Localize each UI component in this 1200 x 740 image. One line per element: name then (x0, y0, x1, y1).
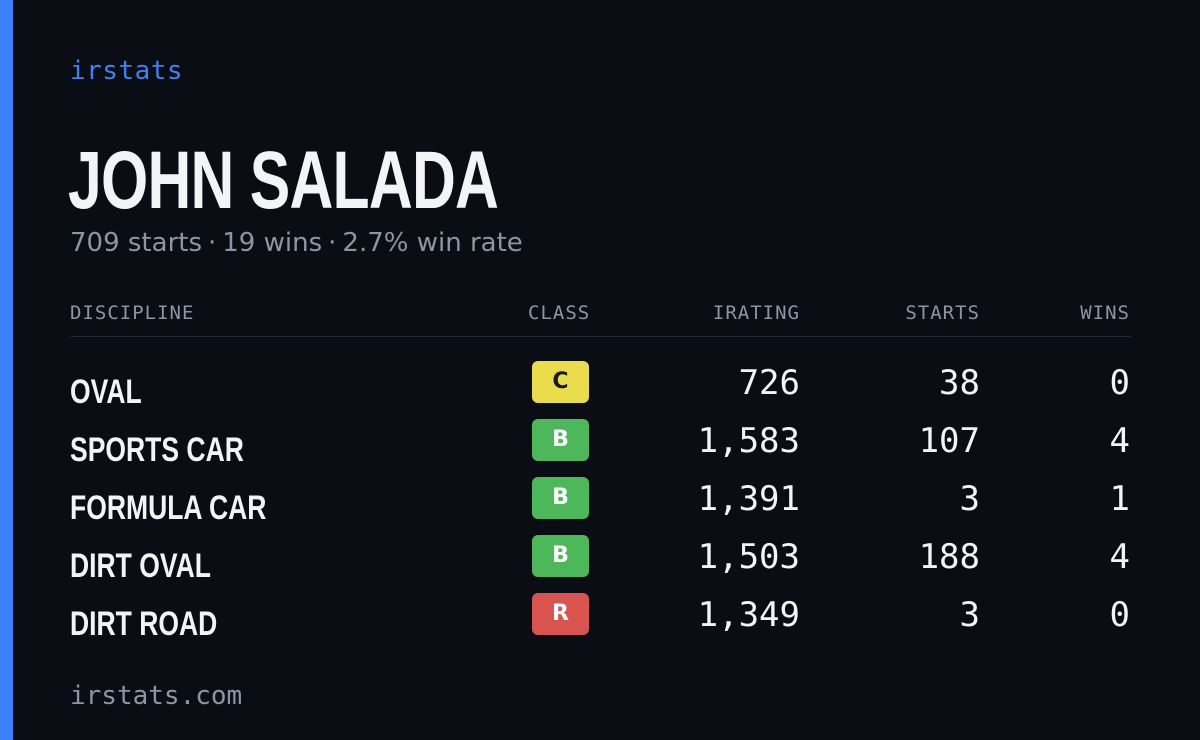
starts-summary: 709 starts (70, 228, 202, 258)
table-row: DIRT OVAL B 1,503 188 4 (70, 527, 1131, 585)
discipline-name: FORMULA CAR (70, 489, 267, 527)
win-rate-summary: 2.7% win rate (342, 228, 523, 258)
discipline-name: DIRT ROAD (70, 605, 218, 643)
player-name: JOHN SALADA (68, 135, 499, 226)
class-badge: R (532, 593, 589, 635)
table-row: SPORTS CAR B 1,583 107 4 (70, 411, 1131, 469)
discipline-name: OVAL (70, 373, 142, 411)
wins-value: 0 (1109, 363, 1130, 403)
irating-value: 1,349 (697, 595, 800, 635)
class-badge: B (532, 535, 589, 577)
irating-value: 1,503 (697, 537, 800, 577)
header-starts: STARTS (905, 302, 980, 324)
irating-value: 1,391 (697, 479, 800, 519)
table-body: OVAL C 726 38 0 SPORTS CAR B 1,583 107 4… (70, 353, 1131, 643)
starts-value: 3 (959, 595, 980, 635)
wins-summary: 19 wins (222, 228, 323, 258)
starts-value: 3 (959, 479, 980, 519)
starts-value: 188 (918, 537, 980, 577)
wins-value: 4 (1109, 421, 1130, 461)
table-header: DISCIPLINE CLASS IRATING STARTS WINS (70, 300, 1131, 337)
player-summary: 709 starts · 19 wins · 2.7% win rate (70, 228, 523, 258)
class-badge: B (532, 419, 589, 461)
table-row: FORMULA CAR B 1,391 3 1 (70, 469, 1131, 527)
header-class: CLASS (528, 302, 591, 324)
table-row: DIRT ROAD R 1,349 3 0 (70, 585, 1131, 643)
class-badge: B (532, 477, 589, 519)
footer-url: irstats.com (70, 681, 243, 711)
irating-value: 726 (738, 363, 800, 403)
starts-value: 107 (918, 421, 980, 461)
separator: · (208, 228, 217, 258)
discipline-name: DIRT OVAL (70, 547, 211, 585)
header-irating: IRATING (712, 302, 800, 324)
brand-label: irstats (70, 56, 184, 86)
discipline-name: SPORTS CAR (70, 431, 244, 469)
header-wins: WINS (1080, 302, 1130, 324)
separator: · (328, 228, 337, 258)
wins-value: 4 (1109, 537, 1130, 577)
accent-bar (0, 0, 13, 740)
irating-value: 1,583 (697, 421, 800, 461)
starts-value: 38 (939, 363, 980, 403)
table-row: OVAL C 726 38 0 (70, 353, 1131, 411)
header-discipline: DISCIPLINE (70, 302, 195, 324)
stats-table: DISCIPLINE CLASS IRATING STARTS WINS OVA… (70, 300, 1131, 643)
wins-value: 0 (1109, 595, 1130, 635)
wins-value: 1 (1109, 479, 1130, 519)
class-badge: C (532, 361, 589, 403)
